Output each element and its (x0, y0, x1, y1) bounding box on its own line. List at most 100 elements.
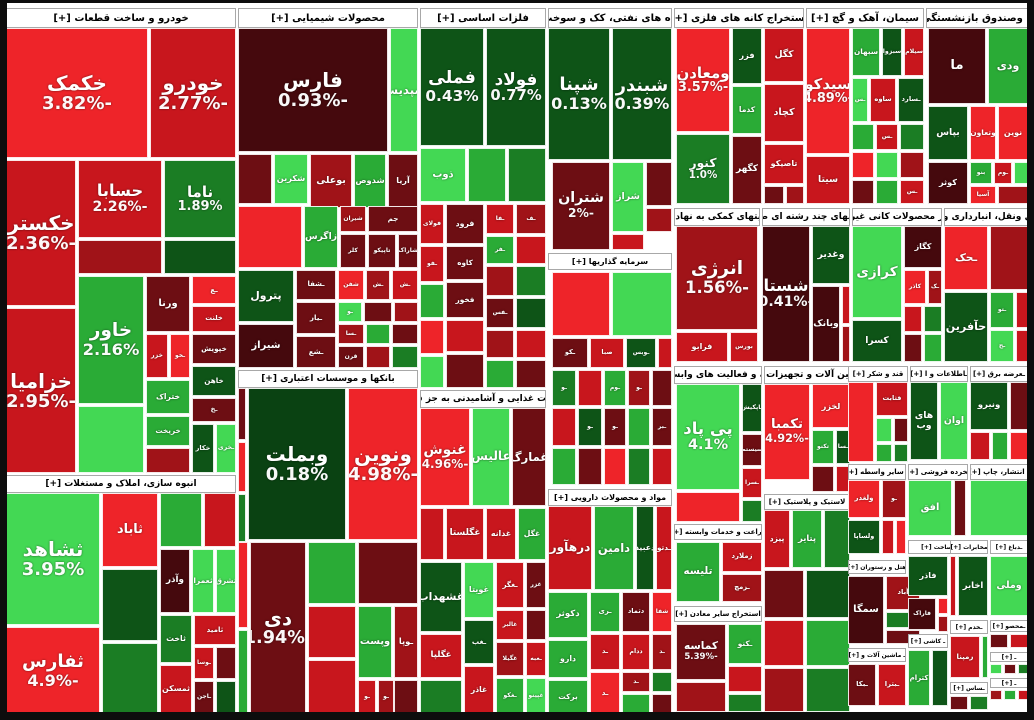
tile-عالیس[interactable]: عالیس (472, 408, 510, 506)
tile-ـو[interactable]: ـو (552, 370, 576, 406)
tile[interactable] (308, 660, 356, 714)
tile[interactable] (652, 370, 672, 406)
sector-header[interactable]: ـفرآورده های نفتی، کک و سوخت ه [+] (548, 8, 672, 28)
tile-شستا[interactable]: شستا-0.41% (762, 226, 810, 362)
tile-ـفر[interactable]: ـفر (486, 236, 514, 264)
tile-ـدتو[interactable]: ـدتو (656, 506, 672, 590)
tile-ـو[interactable]: ـو (604, 408, 626, 446)
tile[interactable] (764, 186, 784, 204)
sector-header[interactable]: ـرایانه و فعالیت های وابس [+] (674, 366, 762, 384)
tile-ـسرا[interactable]: ـسرا (742, 468, 762, 498)
tile-برکت[interactable]: برکت (548, 680, 588, 714)
tile-ونوین[interactable]: ونوین -4.98% (348, 388, 418, 540)
tile-آریا[interactable]: آریا (388, 154, 418, 208)
tile-فولاد[interactable]: فولاد 0.77% (486, 28, 546, 146)
tile-خاهن[interactable]: خاهن (192, 366, 236, 396)
tile-کدما[interactable]: کدما (732, 86, 762, 134)
tile-خزر[interactable]: خزر (146, 334, 168, 378)
tile-ولغدر[interactable]: ولغدر (848, 480, 880, 518)
tile[interactable] (970, 432, 990, 460)
sector-header[interactable]: ـخرده فروشی [+] (908, 464, 968, 480)
sector-header[interactable]: مخابرات [+] (950, 540, 988, 554)
tile-شفن[interactable]: شفن (338, 270, 364, 300)
sector-header[interactable]: ـ کاشی [+] (908, 634, 948, 648)
sector-header[interactable]: هتل و رستوران [+] (848, 560, 906, 574)
tile-ـشع[interactable]: ـشع (296, 336, 336, 368)
tile[interactable] (238, 388, 246, 440)
tile-شپنا[interactable]: شپنا 0.13% (548, 28, 610, 160)
tile-ـاجن[interactable]: ـاجن (194, 681, 214, 714)
tile[interactable] (486, 360, 514, 388)
tile-کلر[interactable]: کلر (340, 234, 366, 268)
tile-کوثر[interactable]: کوثر (928, 162, 968, 204)
tile-ـو[interactable]: ـو (378, 680, 394, 714)
tile[interactable] (676, 492, 740, 522)
tile-کماسه[interactable]: کماسه -5.39% (676, 624, 726, 680)
sector-header[interactable]: ـمحصو [+] (990, 620, 1028, 632)
tile-زاگرس[interactable]: زاگرس (304, 206, 338, 268)
tile-بوعلی[interactable]: بوعلی (310, 154, 352, 208)
tile-ـغب[interactable]: ـغب (464, 620, 494, 664)
tile[interactable] (394, 302, 418, 322)
tile-فارس[interactable]: فارس -0.93% (238, 28, 388, 152)
tile-غزر[interactable]: غزر (526, 562, 546, 608)
tile-ـبر[interactable]: ـبر (652, 408, 672, 446)
tile[interactable] (578, 370, 602, 406)
tile-کاذر[interactable]: کاذر (904, 270, 926, 304)
sector-header[interactable]: زراعت و خدمات وابسته [+] (674, 524, 762, 540)
tile[interactable] (420, 508, 444, 560)
tile-قثابت[interactable]: قثابت (876, 382, 908, 416)
tile-ـد[interactable]: ـد (652, 634, 672, 670)
tile-ـحک[interactable]: ـحک (944, 226, 988, 290)
tile[interactable] (904, 334, 922, 362)
tile[interactable] (552, 448, 576, 485)
tile[interactable] (308, 542, 356, 604)
tile-وبملت[interactable]: وبملت 0.18% (248, 388, 346, 540)
tile[interactable] (216, 647, 236, 679)
tile-کگاز[interactable]: کگاز (904, 226, 942, 268)
tile[interactable] (628, 408, 650, 446)
tile-پتایر[interactable]: پتایر (792, 510, 822, 568)
tile-فزر[interactable]: فزر (732, 28, 762, 84)
tile[interactable] (612, 234, 644, 250)
tile[interactable] (392, 324, 418, 344)
tile-انرژی[interactable]: انرژی -1.56% (676, 226, 758, 330)
tile[interactable] (102, 569, 158, 641)
sector-header[interactable]: خودرو و ساخت قطعات [+] (6, 8, 236, 28)
tile-ـو[interactable]: ـو (358, 680, 376, 714)
tile[interactable] (652, 694, 672, 714)
tile-خپویش[interactable]: خپویش (192, 334, 236, 364)
sector-header[interactable]: ـاطلاعات و ا [+] (910, 366, 968, 382)
tile[interactable] (842, 326, 850, 362)
sector-header[interactable]: سیمان، آهک و گچ [+] (806, 8, 924, 28)
sector-header[interactable]: ـ انتشار، چاپ [+] (970, 464, 1028, 480)
tile[interactable] (238, 154, 272, 204)
tile-ـوبس[interactable]: ـوبس (626, 338, 656, 368)
tile[interactable] (1004, 664, 1016, 674)
tile[interactable] (904, 306, 922, 332)
tile[interactable] (894, 444, 908, 462)
sector-header[interactable]: قند و شکر [+] (848, 366, 908, 382)
tile-شفا[interactable]: شفا (652, 592, 672, 632)
tile-شکرین[interactable]: شکرین (274, 154, 308, 204)
tile-ـخری[interactable]: ـخری (216, 424, 236, 473)
tile-ـس[interactable]: ـس (876, 124, 898, 150)
tile[interactable] (486, 330, 514, 358)
sector-header[interactable]: ـساس [+] (950, 682, 988, 694)
tile-تاپکیش[interactable]: تاپکیش (742, 384, 762, 432)
sector-header[interactable]: ـ محصولات غذایی و آشامیدنی به جز قند و [… (420, 390, 546, 408)
sector-header[interactable]: سرمایه گذاریها [+] (548, 253, 672, 270)
tile[interactable] (612, 272, 672, 336)
tile[interactable] (238, 206, 302, 268)
tile[interactable] (876, 418, 892, 442)
sector-header[interactable]: ـشرکتهای چند رشته ای ص [+] (762, 208, 850, 226)
tile[interactable] (102, 643, 158, 714)
tile[interactable] (1004, 690, 1016, 700)
tile-کسرا[interactable]: کسرا (852, 320, 902, 362)
tile-تاصیکو[interactable]: تاصیکو (764, 144, 804, 184)
tile[interactable] (806, 668, 850, 712)
tile-ثمسکن[interactable]: ثمسکن (160, 665, 192, 714)
tile-های وب[interactable]: های وب (910, 382, 938, 460)
tile[interactable] (806, 620, 850, 666)
